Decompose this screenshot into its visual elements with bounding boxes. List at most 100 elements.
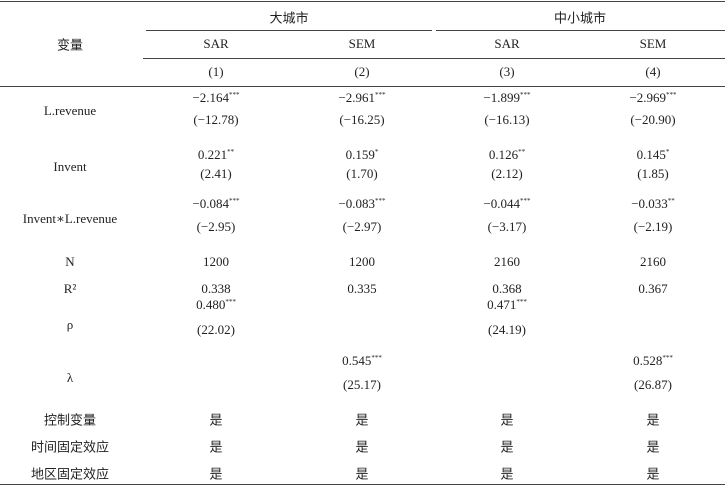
coefficient: −0.084*** [192,196,239,212]
stars: *** [375,91,386,99]
row-label: R² [63,281,77,296]
coef-value: −0.083 [338,196,376,211]
t-stat: (26.87) [634,377,672,392]
stars: * [374,148,379,156]
stars: *** [662,354,673,362]
cell: 是 [209,466,223,482]
coef-value: 0.480 [196,297,226,312]
cell: 0.368 [492,281,522,296]
stars: ** [227,148,235,156]
coefficient: 0.528*** [633,353,673,369]
cell: 0.367 [638,281,668,296]
t-stat: (22.02) [197,322,235,337]
row-label: ρ [66,317,74,332]
coef-value: 0.145 [636,147,666,162]
cell: 0.335 [347,281,377,296]
coefficient: −2.969*** [629,90,676,106]
stars: * [665,148,670,156]
t-stat: (−2.95) [196,219,236,234]
row-label: N [65,254,75,269]
t-stat: (−20.90) [630,112,676,127]
cell: 是 [500,439,514,455]
rule [143,58,725,59]
stars: *** [520,197,531,205]
t-stat: (−16.13) [484,112,530,127]
coef-value: −2.961 [338,90,376,105]
cell: 1200 [203,254,229,269]
group-header: 中小城市 [553,10,607,26]
coef-value: −2.969 [629,90,667,105]
cell: 是 [500,466,514,482]
row-label: Invent [53,159,87,174]
row-label: 地区固定效应 [30,466,110,482]
coef-value: −0.084 [192,196,230,211]
model-number: (2) [354,64,370,79]
row-label: 控制变量 [43,412,97,428]
coef-value: −0.044 [483,196,521,211]
t-stat: (1.85) [637,166,669,181]
cell: 是 [355,412,369,428]
t-stat: (−12.78) [193,112,239,127]
cell: 0.338 [201,281,231,296]
t-stat: (2.41) [200,166,232,181]
coef-value: 0.471 [487,297,517,312]
stars: *** [520,91,531,99]
rule [0,86,725,87]
cell: 1200 [349,254,375,269]
cell: 是 [355,439,369,455]
coef-value: 0.528 [633,353,663,368]
t-stat: (25.17) [343,377,381,392]
coefficient: 0.126** [489,147,525,163]
model-header: SAR [494,36,520,51]
t-stat: (−2.19) [633,219,673,234]
rule [0,1,725,2]
coefficient: −0.083*** [338,196,385,212]
row-label: L.revenue [43,103,97,118]
coefficient: −2.961*** [338,90,385,106]
coef-value: 0.159 [345,147,375,162]
stars: *** [375,197,386,205]
stars: ** [667,197,675,205]
t-stat: (−3.17) [487,219,527,234]
cell: 2160 [494,254,520,269]
t-stat: (−16.25) [339,112,385,127]
cell: 是 [646,439,660,455]
rule [436,30,725,31]
model-number: (4) [645,64,661,79]
stars: *** [229,197,240,205]
coef-value: −1.899 [483,90,521,105]
group-header: 大城市 [269,10,309,26]
coef-value: 0.545 [342,353,372,368]
coefficient: −0.044*** [483,196,530,212]
t-stat: (1.70) [346,166,378,181]
coefficient: −1.899*** [483,90,530,106]
coefficient: 0.221** [198,147,234,163]
model-number: (1) [208,64,224,79]
cell: 是 [646,412,660,428]
coef-value: −2.164 [192,90,230,105]
model-number: (3) [499,64,515,79]
coef-value: 0.126 [488,147,519,162]
header-variable: 变量 [56,37,84,53]
coefficient: 0.159* [346,147,379,163]
coefficient: 0.471*** [487,297,527,313]
model-header: SEM [639,36,667,51]
coefficient: −0.033** [631,196,675,212]
t-stat: (2.12) [491,166,523,181]
cell: 2160 [640,254,666,269]
row-label: 时间固定效应 [30,439,110,455]
coefficient: 0.145* [637,147,670,163]
coefficient: 0.545*** [342,353,382,369]
cell: 是 [209,439,223,455]
cell: 是 [646,466,660,482]
stars: *** [666,91,677,99]
stars: *** [225,298,236,306]
cell: 是 [209,412,223,428]
stars: *** [516,298,527,306]
rule [0,484,725,485]
stars: *** [229,91,240,99]
t-stat: (−2.97) [342,219,382,234]
row-label: λ [66,370,74,385]
coef-value: 0.221 [197,147,228,162]
